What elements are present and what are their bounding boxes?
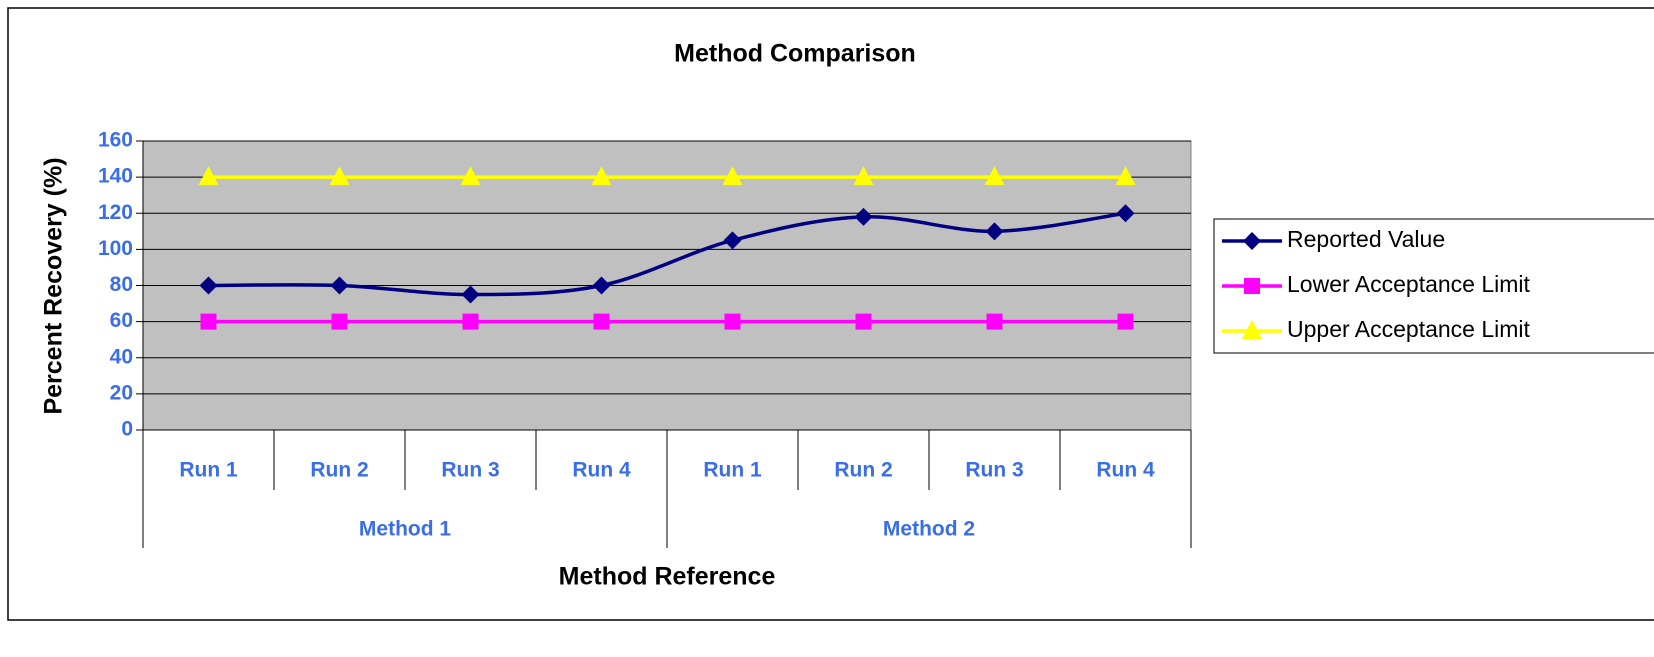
- marker: [199, 276, 218, 295]
- x-axis-title: Method Reference: [559, 563, 776, 591]
- x-tick-label: Run 1: [179, 459, 238, 482]
- marker: [200, 313, 217, 330]
- x-group-label: Method 2: [883, 518, 975, 541]
- marker: [331, 313, 348, 330]
- marker: [986, 313, 1003, 330]
- y-tick-label: 80: [110, 273, 133, 296]
- marker: [198, 166, 219, 186]
- marker: [592, 276, 611, 295]
- x-tick-label: Run 2: [310, 459, 368, 482]
- marker: [1242, 320, 1262, 339]
- y-tick-label: 140: [98, 165, 133, 188]
- marker: [591, 166, 612, 186]
- marker: [723, 231, 742, 250]
- legend-label: Lower Acceptance Limit: [1287, 271, 1531, 297]
- marker: [985, 222, 1004, 241]
- y-tick-label: 0: [121, 418, 133, 441]
- marker: [460, 166, 481, 186]
- x-tick-label: Run 3: [965, 459, 1023, 482]
- legend-label: Upper Acceptance Limit: [1287, 316, 1531, 342]
- x-tick-label: Run 4: [1096, 459, 1155, 482]
- marker: [1244, 278, 1260, 294]
- marker: [1116, 204, 1135, 223]
- marker: [984, 166, 1005, 186]
- legend-label: Reported Value: [1287, 226, 1445, 252]
- x-group-label: Method 1: [359, 518, 451, 541]
- x-tick-label: Run 3: [441, 459, 499, 482]
- y-tick-label: 20: [110, 381, 133, 404]
- marker: [329, 166, 350, 186]
- marker: [855, 313, 872, 330]
- marker: [461, 285, 480, 304]
- marker: [1117, 313, 1134, 330]
- series-line: [208, 211, 1126, 297]
- marker: [854, 207, 873, 226]
- y-tick-label: 100: [98, 237, 133, 260]
- chart-title: Method Comparison: [674, 40, 916, 68]
- y-tick-label: 160: [98, 129, 133, 152]
- marker: [724, 313, 741, 330]
- y-tick-label: 120: [98, 201, 133, 224]
- marker: [330, 276, 349, 295]
- marker: [1243, 232, 1261, 250]
- x-tick-label: Run 1: [703, 459, 762, 482]
- legend: Reported Value Lower Acceptance Limit Uppe…: [1213, 218, 1654, 354]
- y-tick-label: 60: [110, 309, 133, 332]
- marker: [593, 313, 610, 330]
- marker: [1115, 166, 1136, 186]
- marker: [853, 166, 874, 186]
- y-tick-label: 40: [110, 345, 133, 368]
- y-axis-title: Percent Recovery (%): [40, 157, 68, 414]
- marker: [722, 166, 743, 186]
- legend-box: [1213, 218, 1654, 354]
- marker: [462, 313, 479, 330]
- x-tick-label: Run 4: [572, 459, 631, 482]
- x-tick-label: Run 2: [834, 459, 892, 482]
